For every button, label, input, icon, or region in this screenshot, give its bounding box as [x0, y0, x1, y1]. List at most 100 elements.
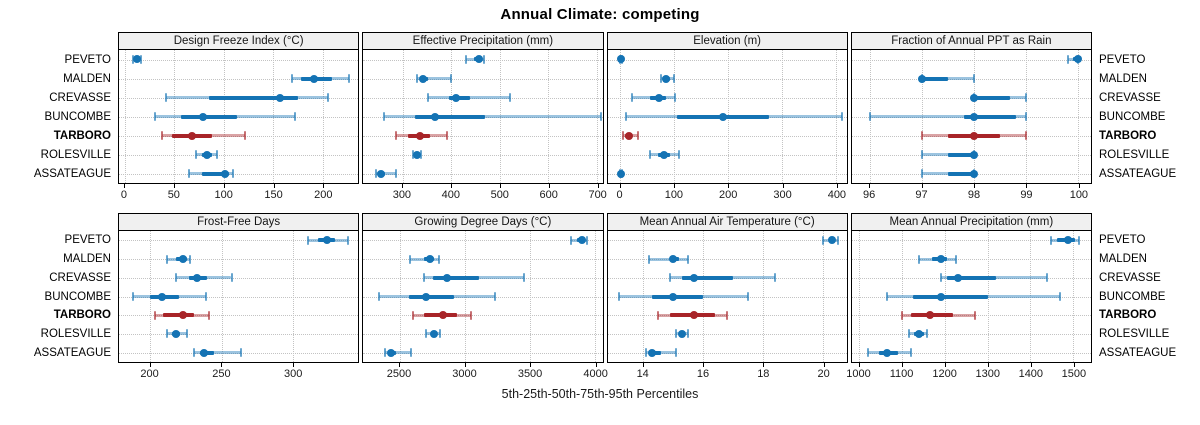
whisker-cap: [669, 273, 672, 283]
axis-tick-label: 1100: [889, 368, 914, 380]
median-dot: [669, 292, 678, 301]
axis-tick: [944, 363, 946, 367]
gridline-horizontal: [119, 154, 359, 156]
whisker-cap: [230, 273, 233, 283]
whisker-cap: [773, 273, 776, 283]
whisker-5th-95th: [921, 77, 974, 80]
median-dot: [429, 329, 438, 338]
gridline-horizontal: [607, 296, 847, 298]
whisker-cap: [243, 131, 246, 140]
median-dot: [179, 255, 188, 264]
whisker-cap: [422, 273, 425, 283]
panel-growing-degree-days: Growing Degree Days (°C) 2500 3000 3500 400…: [362, 213, 608, 381]
whisker-cap: [348, 74, 351, 83]
iqr-bar-25th-75th: [912, 294, 988, 299]
iqr-bar-25th-75th: [414, 114, 486, 119]
whisker-cap: [374, 169, 377, 178]
whisker-cap: [410, 348, 413, 358]
row-label: BUNCOMBE: [44, 290, 111, 303]
trellis-band-bottom: PEVETO MALDEN CREVASSE BUNCOMBE TARBORO ROLES…: [0, 213, 1200, 381]
axis-tick-label: 1400: [1018, 368, 1044, 380]
axis-tick-label: 96: [862, 189, 876, 201]
whisker-cap: [326, 93, 329, 102]
axis-tick: [149, 363, 151, 367]
axis-tick-label: 1500: [1061, 368, 1087, 380]
median-dot: [443, 273, 452, 282]
whisker-cap: [836, 235, 839, 245]
whisker-cap: [636, 131, 639, 140]
whisker-cap: [383, 348, 386, 358]
axis-tick-label: 50: [167, 189, 180, 201]
median-dot: [413, 150, 422, 159]
median-dot: [132, 55, 141, 64]
whisker-cap: [186, 329, 189, 339]
median-dot: [827, 236, 836, 245]
whisker-cap: [687, 254, 690, 264]
axis-tick-label: 2500: [386, 368, 412, 380]
median-dot: [624, 131, 633, 140]
median-dot: [718, 112, 727, 121]
whisker-cap: [132, 292, 135, 301]
whisker-cap: [394, 169, 397, 178]
axis-tick-label: 400: [827, 189, 847, 201]
gridline-horizontal: [119, 78, 359, 80]
whisker-cap: [907, 329, 910, 339]
axis-tick: [703, 363, 704, 367]
x-axis: 0 50 100 150 200: [118, 184, 359, 202]
axis-tick: [619, 184, 621, 188]
axis-tick-label: 14: [636, 368, 649, 380]
median-dot: [969, 150, 978, 159]
panel-columns-bottom: Frost-Free Days 200 250 300 Growing Degree…: [118, 213, 1092, 381]
whisker-cap: [1078, 235, 1081, 245]
axis-tick: [401, 184, 403, 188]
axis-tick: [642, 363, 644, 367]
axis-tick-label: 16: [696, 368, 710, 380]
whisker-5th-95th: [417, 77, 452, 80]
x-axis: 200 250 300: [118, 363, 359, 381]
axis-tick-label: 0: [120, 189, 128, 201]
row-label: ASSATEAGUE: [1099, 167, 1177, 180]
row-label: MALDEN: [63, 253, 111, 266]
gridline-horizontal: [363, 315, 603, 317]
median-dot: [969, 112, 978, 121]
axis-tick: [921, 184, 923, 188]
row-label: MALDEN: [1099, 72, 1147, 85]
iqr-bar-25th-75th: [682, 275, 734, 280]
panel-strip: Effective Precipitation (mm): [362, 32, 604, 50]
axis-tick: [782, 184, 784, 188]
row-label: ASSATEAGUE: [33, 346, 111, 359]
median-dot: [616, 169, 625, 178]
axis-tick-label: 20: [817, 368, 830, 380]
axis-tick: [530, 363, 532, 367]
median-dot: [648, 348, 657, 357]
median-dot: [200, 348, 209, 357]
median-dot: [678, 329, 687, 338]
row-label: MALDEN: [63, 72, 111, 85]
panel-strip: Fraction of Annual PPT as Rain: [850, 32, 1092, 50]
whisker-cap: [438, 254, 441, 264]
percentiles-caption: 5th-25th-50th-75th-95th Percentiles: [501, 387, 699, 401]
whisker-cap: [464, 54, 467, 64]
whisker-cap: [909, 348, 912, 358]
whisker-cap: [174, 273, 177, 283]
median-dot: [969, 169, 978, 178]
median-dot: [451, 93, 460, 102]
gridline-horizontal: [363, 78, 603, 80]
axis-tick: [223, 184, 225, 188]
whisker-cap: [383, 112, 386, 121]
whisker-cap: [291, 74, 293, 83]
row-label: ASSATEAGUE: [1099, 346, 1177, 359]
axis-tick-label: 500: [490, 189, 509, 201]
whisker-cap: [645, 348, 648, 358]
whisker-5th-95th: [869, 115, 1026, 118]
median-dot: [431, 112, 440, 121]
whisker-cap: [585, 235, 588, 245]
panel-strip: Growing Degree Days (°C): [362, 213, 604, 231]
row-label: PEVETO: [1099, 53, 1146, 66]
axis-tick-label: 300: [773, 189, 792, 201]
whisker-cap: [482, 54, 485, 64]
row-label: PEVETO: [64, 53, 111, 66]
whisker-cap: [425, 329, 428, 339]
whisker-cap: [675, 348, 678, 358]
